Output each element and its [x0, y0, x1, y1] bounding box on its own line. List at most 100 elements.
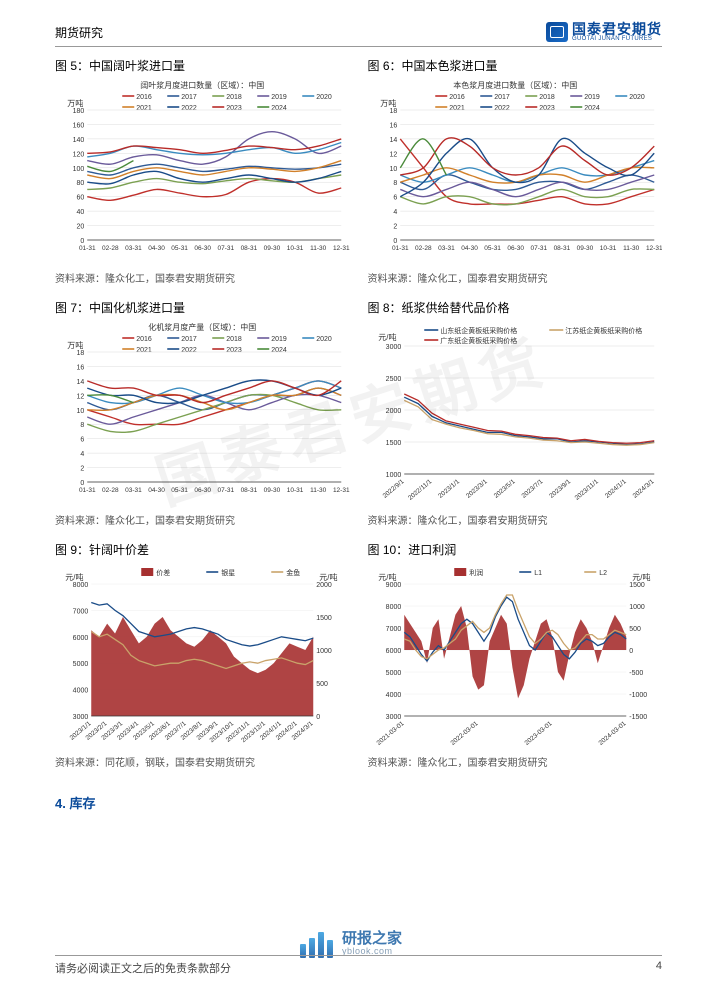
- svg-text:2024: 2024: [271, 105, 287, 112]
- svg-text:2018: 2018: [226, 94, 242, 101]
- svg-text:1500: 1500: [385, 440, 401, 447]
- svg-text:山东纸企黄板纸采购价格: 山东纸企黄板纸采购价格: [440, 326, 517, 335]
- svg-text:元/吨: 元/吨: [378, 572, 396, 582]
- chart5-title: 图 5：中国阔叶浆进口量: [55, 57, 350, 74]
- chart9-source: 资料来源：同花顺，钢联，国泰君安期货研究: [55, 754, 350, 769]
- svg-text:18: 18: [389, 108, 397, 115]
- chart7: 化机浆月度产量（区域）：中国20162017201820192020202120…: [55, 320, 350, 510]
- chart8-title: 图 8：纸浆供给替代品价格: [368, 299, 663, 316]
- logo-icon: [546, 22, 568, 42]
- svg-text:03-31: 03-31: [125, 487, 142, 494]
- svg-text:6: 6: [393, 195, 397, 202]
- svg-text:12-31: 12-31: [333, 487, 350, 494]
- svg-text:10-31: 10-31: [599, 245, 616, 252]
- svg-text:05-31: 05-31: [171, 487, 188, 494]
- svg-text:3000: 3000: [385, 714, 401, 721]
- svg-text:2: 2: [393, 224, 397, 231]
- svg-text:2024: 2024: [584, 105, 600, 112]
- svg-text:化机浆月度产量（区域）：中国: 化机浆月度产量（区域）：中国: [148, 322, 256, 332]
- section-4-heading: 4. 库存: [55, 793, 662, 812]
- svg-text:1500: 1500: [316, 615, 332, 622]
- svg-text:2018: 2018: [539, 94, 555, 101]
- svg-text:2023/5/1: 2023/5/1: [492, 478, 516, 500]
- svg-text:L2: L2: [599, 570, 607, 577]
- svg-text:01-31: 01-31: [79, 245, 96, 252]
- svg-text:4: 4: [393, 209, 397, 216]
- svg-text:万吨: 万吨: [67, 98, 83, 108]
- svg-text:4000: 4000: [73, 688, 89, 695]
- svg-text:120: 120: [73, 151, 85, 158]
- svg-text:02-28: 02-28: [102, 487, 119, 494]
- svg-text:2023/7/1: 2023/7/1: [520, 478, 544, 500]
- svg-text:0: 0: [393, 238, 397, 245]
- svg-text:10-31: 10-31: [287, 487, 304, 494]
- svg-text:500: 500: [316, 681, 328, 688]
- svg-text:2017: 2017: [181, 94, 197, 101]
- svg-text:09-30: 09-30: [264, 487, 281, 494]
- svg-text:2016: 2016: [449, 94, 465, 101]
- svg-text:12: 12: [76, 393, 84, 400]
- svg-text:01-31: 01-31: [79, 487, 96, 494]
- svg-text:2023/1/1: 2023/1/1: [437, 478, 461, 500]
- svg-text:2020: 2020: [316, 336, 332, 343]
- svg-text:2000: 2000: [316, 582, 332, 589]
- svg-text:0: 0: [80, 238, 84, 245]
- svg-text:2019: 2019: [584, 94, 600, 101]
- svg-text:03-31: 03-31: [125, 245, 142, 252]
- svg-text:2016: 2016: [136, 336, 152, 343]
- svg-text:2023/9/1: 2023/9/1: [548, 478, 572, 500]
- svg-text:8: 8: [393, 180, 397, 187]
- svg-text:07-31: 07-31: [530, 245, 547, 252]
- svg-text:2017: 2017: [494, 94, 510, 101]
- chart7-title: 图 7：中国化机浆进口量: [55, 299, 350, 316]
- svg-text:80: 80: [76, 180, 84, 187]
- chart5: 阔叶浆月度进口数量（区域）：中国201620172018201920202021…: [55, 78, 350, 268]
- svg-text:5000: 5000: [73, 661, 89, 668]
- svg-text:16: 16: [76, 364, 84, 371]
- svg-text:2: 2: [80, 466, 84, 473]
- footer-page-number: 4: [656, 960, 662, 976]
- svg-text:2023: 2023: [226, 105, 242, 112]
- svg-text:2021: 2021: [136, 105, 152, 112]
- svg-text:本色浆月度进口数量（区域）：中国: 本色浆月度进口数量（区域）：中国: [453, 80, 577, 90]
- chart8-source: 资料来源：隆众化工，国泰君安期货研究: [368, 512, 663, 527]
- svg-text:2021: 2021: [136, 347, 152, 354]
- svg-text:100: 100: [73, 166, 85, 173]
- svg-text:价差: 价差: [156, 568, 170, 577]
- svg-text:2022/11/1: 2022/11/1: [407, 478, 434, 502]
- svg-text:11-30: 11-30: [310, 487, 327, 494]
- page-header: 期货研究 国泰君安期货 GUOTAI JUNAN FUTURES: [55, 22, 662, 47]
- chart8: 元/吨山东纸企黄板纸采购价格江苏纸企黄板纸采购价格广东纸企黄板纸采购价格1000…: [368, 320, 663, 510]
- svg-text:8000: 8000: [385, 604, 401, 611]
- svg-text:2024/1/1: 2024/1/1: [603, 478, 627, 500]
- svg-text:16: 16: [389, 122, 397, 129]
- svg-text:4: 4: [80, 451, 84, 458]
- svg-text:4000: 4000: [385, 692, 401, 699]
- svg-text:0: 0: [629, 648, 633, 655]
- svg-text:14: 14: [76, 379, 84, 386]
- svg-text:2020: 2020: [316, 94, 332, 101]
- chart6-source: 资料来源：隆众化工，国泰君安期货研究: [368, 270, 663, 285]
- svg-text:1500: 1500: [629, 582, 645, 589]
- svg-text:05-31: 05-31: [171, 245, 188, 252]
- svg-text:8: 8: [80, 422, 84, 429]
- svg-text:2022: 2022: [181, 105, 197, 112]
- svg-text:2019: 2019: [271, 336, 287, 343]
- svg-text:5000: 5000: [385, 670, 401, 677]
- yblook-cn: 研报之家: [342, 931, 402, 948]
- svg-text:2023-03-01: 2023-03-01: [523, 720, 553, 747]
- svg-text:1000: 1000: [629, 604, 645, 611]
- svg-text:05-31: 05-31: [484, 245, 501, 252]
- page-footer: 请务必阅读正文之后的免责条款部分 4: [55, 955, 662, 976]
- svg-text:18: 18: [76, 350, 84, 357]
- svg-text:08-31: 08-31: [241, 487, 258, 494]
- svg-text:江苏纸企黄板纸采购价格: 江苏纸企黄板纸采购价格: [565, 326, 642, 335]
- svg-text:2022/9/1: 2022/9/1: [381, 478, 405, 500]
- svg-text:-1500: -1500: [629, 714, 647, 721]
- svg-text:12: 12: [389, 151, 397, 158]
- svg-text:10: 10: [389, 166, 397, 173]
- chart9: 元/吨元/吨价差银星金鱼3000400050006000700080000500…: [55, 562, 350, 752]
- svg-text:07-31: 07-31: [217, 245, 234, 252]
- svg-text:2023/3/1: 2023/3/1: [464, 478, 488, 500]
- chart10-source: 资料来源：隆众化工，国泰君安期货研究: [368, 754, 663, 769]
